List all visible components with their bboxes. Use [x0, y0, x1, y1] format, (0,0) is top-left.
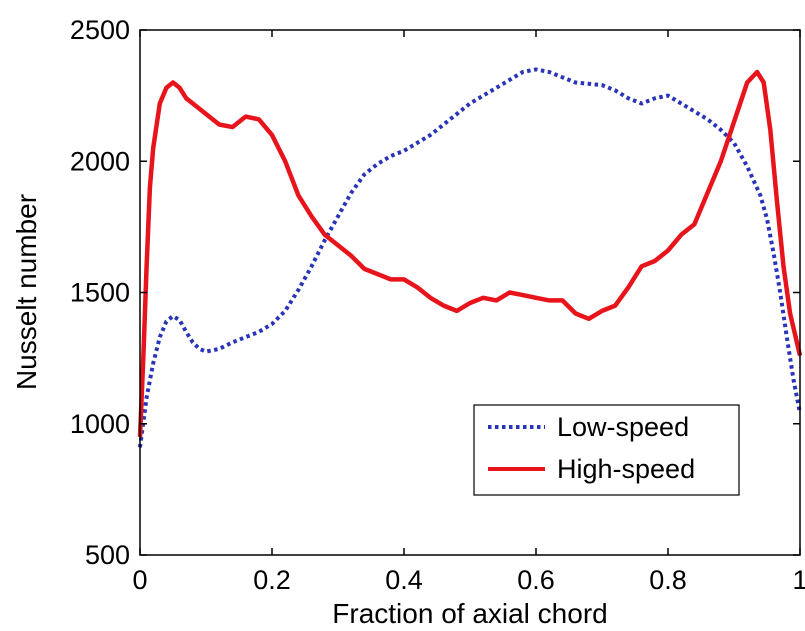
legend-label-low-speed: Low-speed: [557, 412, 689, 442]
legend-box: [473, 404, 740, 496]
x-tick-label: 0.6: [517, 565, 555, 595]
x-tick-label: 1: [792, 565, 805, 595]
x-tick-label: 0: [132, 565, 147, 595]
y-tick-label: 500: [85, 540, 130, 570]
series-line-low-speed: [138, 67, 802, 448]
legend-label-high-speed: High-speed: [557, 454, 695, 484]
series-layer: [137, 67, 803, 448]
y-tick-label: 2500: [70, 15, 130, 45]
legend: Low-speed High-speed: [473, 404, 740, 496]
series-line-high-speed: [137, 69, 803, 437]
x-tick-label: 0.8: [649, 565, 687, 595]
y-axis-label: Nusselt number: [11, 194, 42, 390]
x-tick-label: 0.2: [253, 565, 291, 595]
y-tick-label: 2000: [70, 146, 130, 176]
y-tick-label: 1000: [70, 409, 130, 439]
x-tick-label: 0.4: [385, 565, 423, 595]
x-axis-label: Fraction of axial chord: [332, 598, 607, 629]
y-tick-label: 1500: [70, 278, 130, 308]
